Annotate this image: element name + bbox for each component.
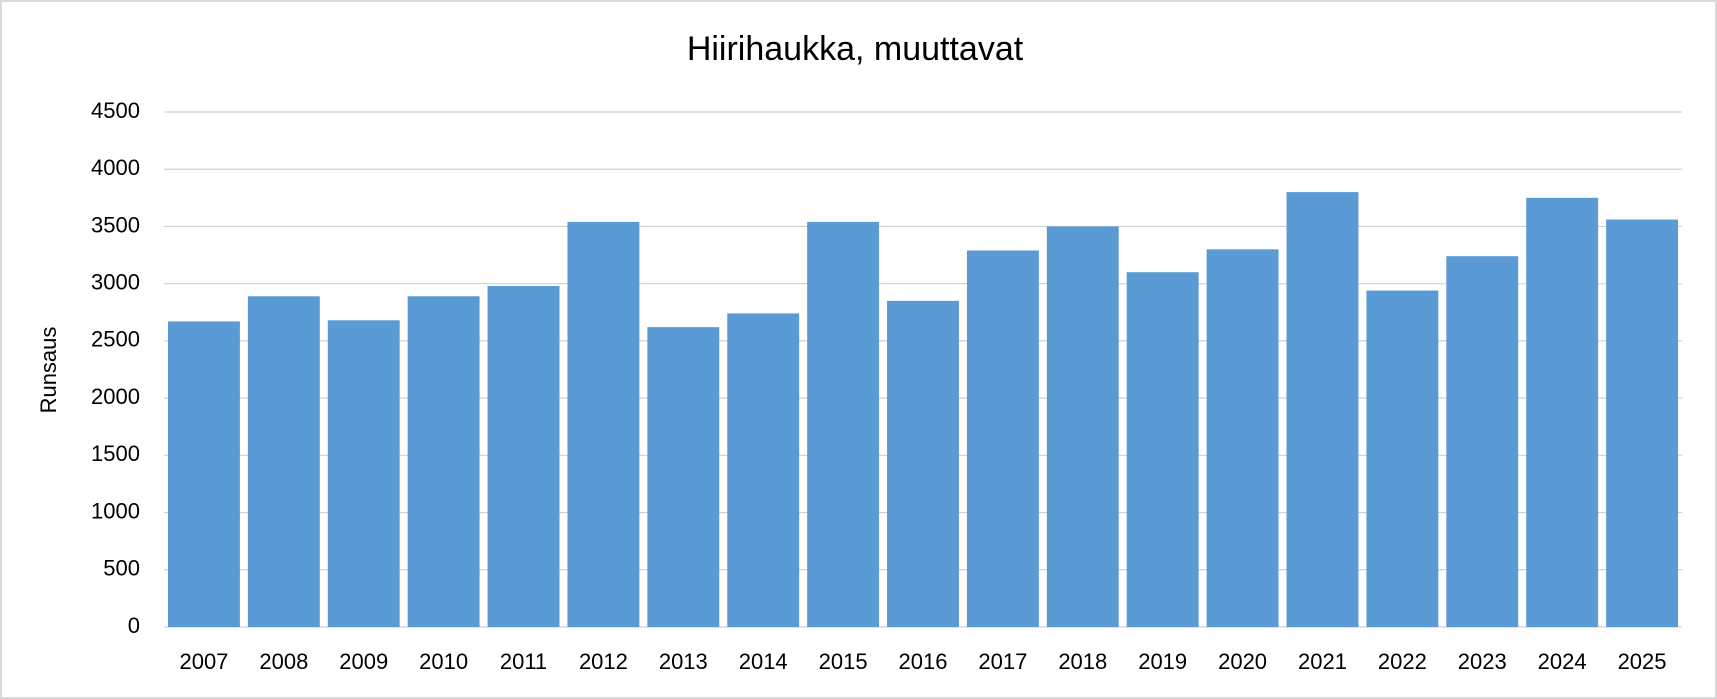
x-tick-label: 2017 bbox=[978, 649, 1027, 674]
x-tick-label: 2021 bbox=[1298, 649, 1347, 674]
y-tick-label: 3500 bbox=[91, 212, 140, 237]
x-tick-label: 2019 bbox=[1138, 649, 1187, 674]
bar bbox=[1126, 272, 1199, 627]
x-tick-label: 2024 bbox=[1538, 649, 1587, 674]
bar bbox=[966, 250, 1039, 627]
bar bbox=[887, 300, 959, 627]
bar bbox=[327, 320, 400, 627]
bar bbox=[1366, 290, 1439, 627]
x-tick-label: 2023 bbox=[1458, 649, 1507, 674]
bar bbox=[1446, 256, 1519, 627]
y-tick-label: 0 bbox=[128, 613, 140, 638]
bar bbox=[407, 296, 480, 627]
y-axis-label: Runsaus bbox=[36, 327, 61, 414]
y-tick-label: 3000 bbox=[91, 269, 140, 294]
y-tick-label: 1000 bbox=[91, 498, 140, 523]
x-tick-label: 2008 bbox=[259, 649, 308, 674]
y-tick-label: 1500 bbox=[91, 441, 140, 466]
x-tick-label: 2015 bbox=[819, 649, 868, 674]
chart-title: Hiirihaukka, muuttavat bbox=[687, 30, 1024, 68]
x-tick-label: 2010 bbox=[419, 649, 468, 674]
bar bbox=[1526, 197, 1599, 628]
x-tick-label: 2011 bbox=[500, 649, 547, 674]
bar bbox=[1286, 192, 1359, 627]
x-tick-label: 2014 bbox=[739, 649, 788, 674]
x-tick-label: 2012 bbox=[579, 649, 628, 674]
bar bbox=[487, 285, 560, 627]
x-tick-label: 2022 bbox=[1378, 649, 1427, 674]
bar bbox=[1046, 226, 1119, 627]
bar bbox=[647, 327, 720, 627]
x-tick-label: 2016 bbox=[899, 649, 948, 674]
x-tick-label: 2013 bbox=[659, 649, 708, 674]
x-tick-label: 2009 bbox=[339, 649, 388, 674]
bar bbox=[567, 221, 640, 627]
y-tick-label: 500 bbox=[103, 556, 140, 581]
x-tick-label: 2018 bbox=[1058, 649, 1107, 674]
bar bbox=[167, 321, 240, 627]
x-tick-label: 2020 bbox=[1218, 649, 1267, 674]
bar bbox=[247, 296, 320, 627]
x-tick-label: 2025 bbox=[1618, 649, 1667, 674]
y-tick-label: 4000 bbox=[91, 155, 140, 180]
bar bbox=[807, 221, 880, 627]
bar bbox=[1206, 249, 1279, 628]
bar bbox=[727, 313, 800, 627]
y-tick-label: 4500 bbox=[91, 98, 140, 123]
y-tick-label: 2500 bbox=[91, 327, 140, 352]
bar bbox=[1606, 219, 1679, 628]
y-tick-label: 2000 bbox=[91, 384, 140, 409]
x-tick-label: 2007 bbox=[179, 649, 228, 674]
